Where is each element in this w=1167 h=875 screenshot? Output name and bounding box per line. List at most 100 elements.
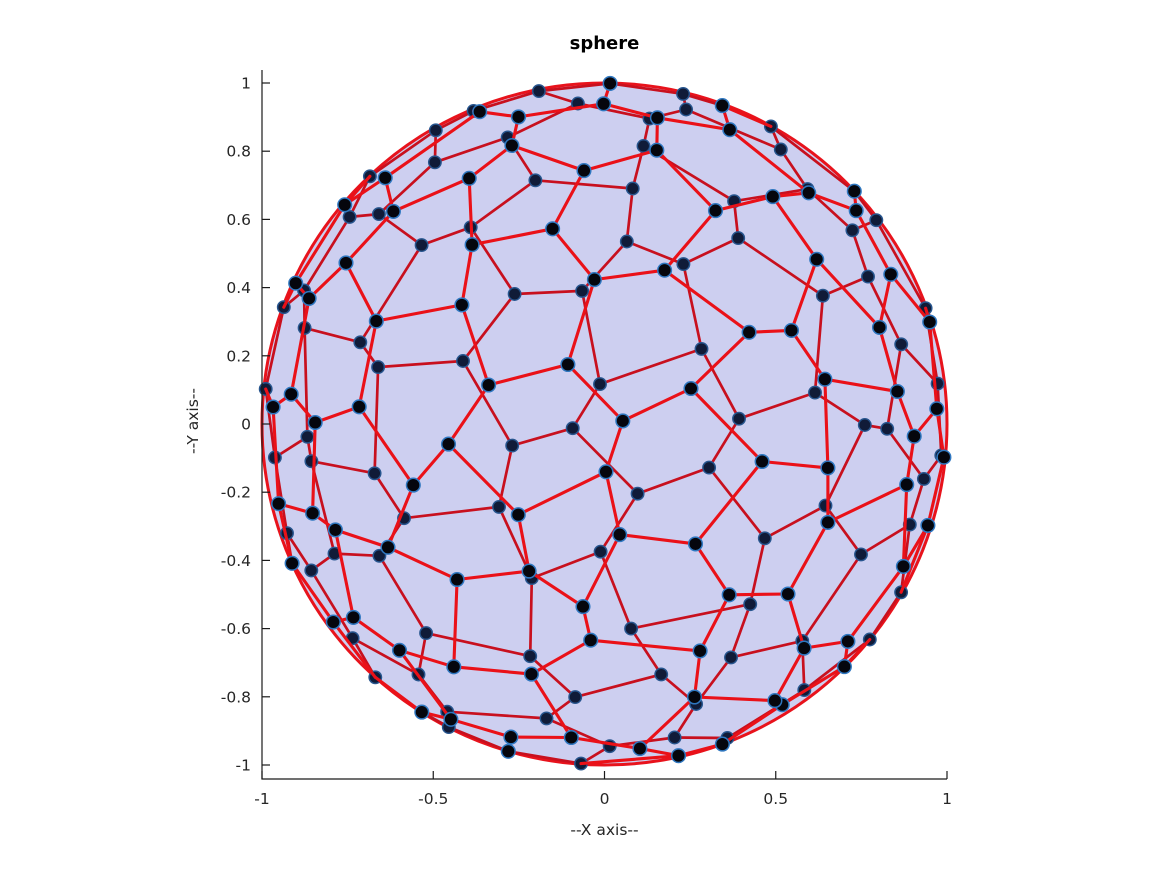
mesh-node [372, 548, 387, 563]
mesh-node [284, 555, 300, 571]
mesh-edge-back [433, 136, 510, 164]
mesh-edge-front [529, 638, 593, 676]
axes: -1 -0.5 0 0.5 1 1 0.8 0.6 0.4 0.2 0 -0.2 -0.4 -0.6 -0.… [221, 70, 952, 808]
y-tick-label: -0.8 [221, 688, 251, 706]
mesh-node [649, 142, 665, 158]
mesh-edge-front [551, 227, 596, 282]
mesh-edge-front [391, 176, 471, 213]
mesh-node [288, 275, 304, 291]
mesh-edge-front [455, 569, 531, 582]
mesh-edge-back [813, 391, 867, 427]
mesh-node [676, 86, 691, 101]
mesh-edge-back [629, 602, 752, 630]
mesh-edge-front [446, 442, 520, 517]
mesh-edge-front [926, 455, 946, 527]
mesh-node [461, 170, 477, 186]
mesh-edge-front [374, 303, 464, 323]
mesh-edge-back [513, 289, 584, 296]
mesh-edge-front [582, 148, 659, 173]
mesh-node [741, 324, 757, 340]
mesh-edge-front [895, 389, 916, 438]
mesh-node [871, 319, 888, 335]
mesh-edge-front [357, 319, 378, 409]
mesh-edge-front [621, 386, 693, 423]
mesh-edge-back [859, 523, 912, 556]
mesh-edge-back [598, 347, 703, 386]
mesh-edge-front [579, 754, 681, 766]
mesh-edge-front [789, 328, 827, 381]
mesh-node [583, 632, 599, 648]
mesh-node [657, 262, 673, 278]
mesh-edge-front [487, 362, 570, 387]
mesh-edge-front [397, 648, 456, 669]
mesh-edge-back [874, 218, 927, 310]
mesh-edge-back [763, 504, 827, 540]
mesh-edge-front [935, 407, 946, 459]
mesh-edge-front [344, 209, 395, 265]
mesh-edge-front [357, 405, 415, 487]
mesh-edge-front [333, 528, 355, 619]
mesh-node [419, 626, 434, 641]
mesh-node [446, 659, 462, 675]
mesh-edge-back [417, 631, 428, 676]
mesh-edge-back [700, 347, 741, 421]
mesh-node [757, 531, 772, 546]
mesh-edge-front [846, 564, 905, 643]
mesh-edge-back [461, 292, 516, 363]
mesh-node [854, 547, 868, 562]
mesh-node [443, 711, 459, 727]
mesh-edge-front [373, 675, 424, 714]
mesh-edge-back [376, 359, 465, 369]
mesh-node [305, 505, 321, 521]
x-tick-label: -1 [254, 790, 269, 808]
mesh-node [528, 173, 543, 188]
mesh-edge-front [618, 533, 698, 546]
mesh-edge-front [713, 195, 775, 213]
mesh-node [857, 418, 872, 432]
mesh-edge-back [599, 492, 639, 554]
mesh-node [654, 667, 669, 682]
mesh-edge-back [824, 423, 867, 507]
x-tick-label: 0 [600, 790, 610, 808]
mesh-node [840, 633, 856, 649]
mesh-node [920, 517, 936, 533]
mesh-edge-front [569, 735, 642, 751]
mesh-node [694, 341, 709, 356]
mesh-edge-back [368, 128, 438, 178]
mesh-node [593, 544, 608, 559]
mesh-node [808, 385, 822, 400]
mesh-edge-back [737, 391, 817, 421]
mesh-edge-front [663, 209, 718, 272]
mesh-node [454, 297, 470, 313]
mesh-edge-front [449, 717, 513, 739]
mesh-node [560, 356, 576, 373]
mesh-edge-front [692, 649, 702, 699]
mesh-edge-front [786, 520, 830, 596]
mesh-node [492, 499, 506, 514]
mesh-node [449, 571, 465, 588]
y-tick-label: 0 [241, 416, 251, 434]
mesh-node [895, 558, 911, 574]
mesh-edge-front [638, 695, 697, 751]
mesh-node [686, 689, 703, 705]
mesh-edge-front [452, 665, 534, 676]
mesh-edge-front [720, 703, 784, 746]
mesh-edge-front [899, 523, 930, 594]
mesh-edge-back [608, 82, 685, 96]
mesh-edge-back [302, 215, 351, 292]
mesh-edge-front [604, 470, 622, 537]
mesh-node [754, 453, 770, 470]
y-tick-label: -0.4 [221, 552, 251, 570]
mesh-edge-front [460, 243, 474, 307]
mesh-node [545, 221, 561, 237]
mesh-node [702, 460, 717, 475]
mesh-edge-back [779, 148, 809, 191]
mesh-node [714, 736, 730, 752]
mesh-edge-back [377, 160, 437, 216]
mesh-nodes-front [265, 75, 952, 764]
mesh-edge-back [707, 466, 767, 540]
mesh-edge-back [528, 576, 534, 658]
y-tick-label: -1 [236, 757, 251, 775]
mesh-node [481, 377, 497, 393]
